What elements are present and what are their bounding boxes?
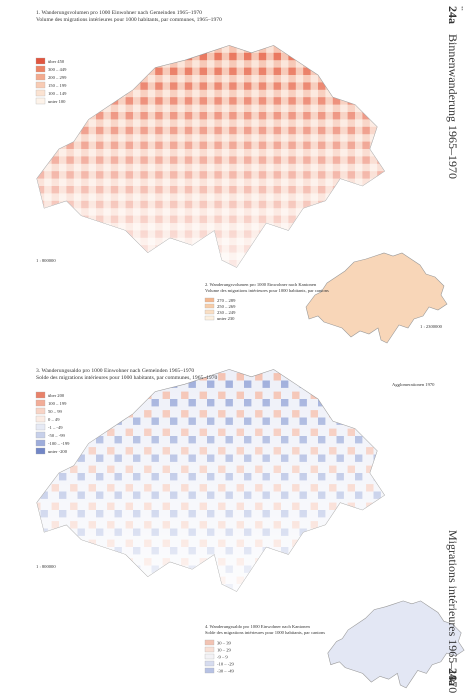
legend-swatch bbox=[35, 391, 46, 399]
title-fr: Migrations intérieures 1965–1970 bbox=[446, 530, 460, 693]
legend-swatch bbox=[35, 447, 46, 455]
map3-title: 3. Wanderungssaldo pro 1000 Einwohner na… bbox=[36, 368, 194, 374]
legend-label: -50 – -99 bbox=[48, 433, 66, 438]
legend-label: 250 – 269 bbox=[217, 304, 236, 309]
legend-label: unter 230 bbox=[217, 316, 235, 321]
legend-swatch bbox=[35, 399, 46, 407]
legend-swatch bbox=[204, 303, 215, 309]
map2-scale: 1 : 2300000 bbox=[420, 324, 443, 329]
legend-label: 10 – 29 bbox=[217, 648, 231, 653]
legend-swatch bbox=[204, 646, 215, 653]
title-top: 24a Binnenwanderung 1965–1970 ** bbox=[446, 6, 464, 179]
map-balance-cantons bbox=[327, 600, 465, 689]
legend-swatch bbox=[35, 89, 46, 97]
map4-title: 4. Wanderungssaldo pro 1000 Einwohner na… bbox=[205, 624, 310, 629]
map2-title: 2. Wanderungsvolumen pro 1000 Einwohner … bbox=[205, 282, 317, 287]
legend-swatch bbox=[35, 73, 46, 81]
legend-label: über 200 bbox=[48, 393, 65, 398]
legend-swatch bbox=[204, 653, 215, 660]
legend-swatch bbox=[35, 439, 46, 447]
legend-label: 0 – 49 bbox=[48, 417, 60, 422]
title-de: Binnenwanderung 1965–1970 bbox=[446, 34, 460, 179]
legend-swatch bbox=[35, 65, 46, 73]
legend-label: 100 – 149 bbox=[48, 91, 67, 96]
legend-label: 300 – 449 bbox=[48, 67, 67, 72]
legend-label: über 450 bbox=[48, 59, 65, 64]
legend-swatch bbox=[35, 431, 46, 439]
map3-legend: über 200 100 – 199 50 – 99 0 – 49 -1 – -49 -5… bbox=[35, 391, 70, 455]
title-bottom: Migrations intérieures 1965–1970 24a bbox=[446, 530, 460, 693]
map3-scale: 1 : 800000 bbox=[36, 564, 56, 569]
legend-label: 230 – 249 bbox=[217, 310, 236, 315]
legend-swatch bbox=[35, 81, 46, 89]
legend-swatch bbox=[204, 297, 215, 303]
sheet-marks: ** bbox=[459, 6, 464, 11]
map1-legend: über 450 300 – 449 200 – 299 150 – 199 100 –… bbox=[35, 57, 67, 105]
legend-label: unter 100 bbox=[48, 99, 66, 104]
legend-swatch bbox=[35, 97, 46, 105]
legend-swatch bbox=[204, 309, 215, 315]
legend-swatch bbox=[204, 667, 215, 674]
legend-swatch bbox=[204, 639, 215, 646]
legend-label: 200 – 299 bbox=[48, 75, 67, 80]
map2-subtitle: Volume des migrations intérieures pour 1… bbox=[205, 288, 329, 294]
map1-title: 1. Wanderungsvolumen pro 1000 Einwohner … bbox=[36, 10, 202, 16]
map-volume-cantons bbox=[305, 252, 448, 344]
legend-label: -100 – -199 bbox=[48, 441, 70, 446]
legend-swatch bbox=[35, 407, 46, 415]
legend-label: 150 – 199 bbox=[48, 83, 67, 88]
map-balance-communes bbox=[34, 367, 387, 594]
legend-swatch bbox=[35, 423, 46, 431]
legend-label: -9 – 9 bbox=[217, 655, 228, 660]
legend-label: -1 – -49 bbox=[48, 425, 63, 430]
legend-label: -30 – -49 bbox=[217, 669, 235, 674]
legend-label: 100 – 199 bbox=[48, 401, 67, 406]
map1-scale: 1 : 800000 bbox=[36, 258, 56, 263]
legend-swatch bbox=[35, 57, 46, 65]
legend-label: 270 – 289 bbox=[217, 298, 236, 303]
map3-subtitle: Solde des migrations intérieures pour 10… bbox=[36, 375, 218, 381]
legend-swatch bbox=[35, 415, 46, 423]
legend-swatch bbox=[204, 660, 215, 667]
map-volume-communes bbox=[34, 43, 387, 270]
sheet-number: 24a bbox=[446, 6, 460, 24]
legend-label: -10 – -29 bbox=[217, 662, 235, 667]
map4-subtitle: Solde des migrations intérieures pour 10… bbox=[205, 630, 325, 636]
map4-legend: 30 – 39 10 – 29 -9 – 9 -10 – -29 -30 – -49 bbox=[204, 639, 235, 674]
legend-swatch bbox=[204, 315, 215, 321]
legend-label: 50 – 99 bbox=[48, 409, 62, 414]
legend-label: unter -200 bbox=[48, 449, 68, 454]
map3-note: Agglomerationen 1970 bbox=[392, 382, 435, 387]
sheet-number-bottom: 24a bbox=[446, 668, 460, 686]
legend-label: 30 – 39 bbox=[217, 641, 231, 646]
map1-subtitle: Volume des migrations intérieures pour 1… bbox=[36, 17, 222, 23]
